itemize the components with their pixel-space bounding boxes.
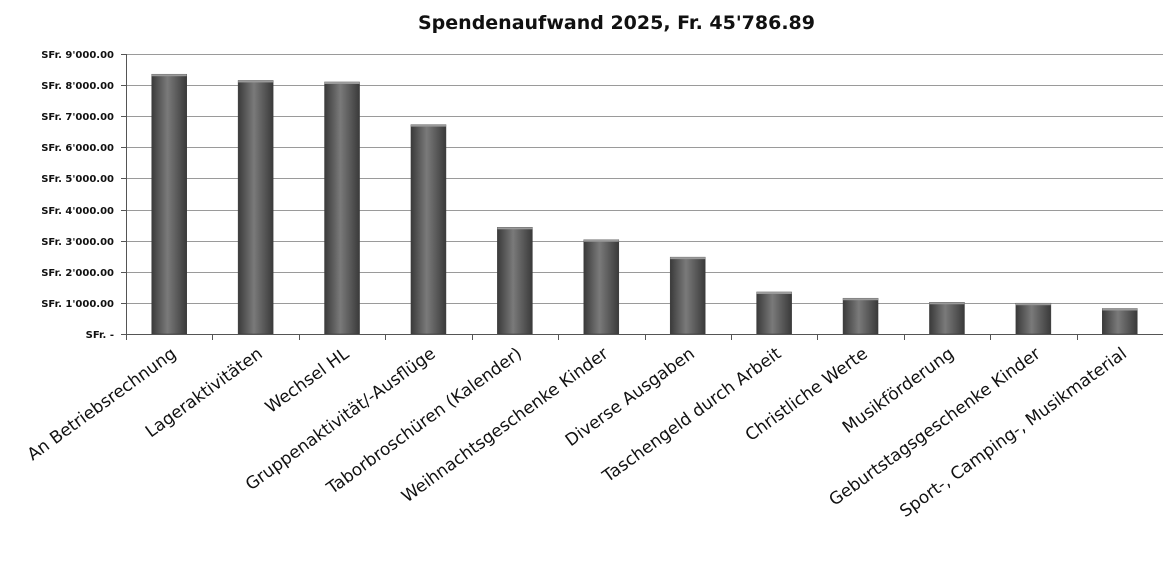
gridlines [121, 54, 1163, 335]
bar-top-highlight [238, 80, 274, 83]
bar-top-highlight [583, 239, 619, 242]
y-tick-label: SFr. 7'000.00 [41, 112, 114, 123]
bar-top-highlight [497, 227, 533, 230]
bar-top-highlight [756, 292, 792, 294]
bar-top-highlight [151, 74, 187, 77]
bar-top-highlight [1102, 308, 1138, 311]
y-tick-label: SFr. 3'000.00 [41, 237, 114, 248]
y-tick-label: SFr. - [86, 330, 114, 341]
bar [151, 73, 187, 335]
y-tick-label: SFr. 2'000.00 [41, 268, 114, 279]
y-axis-tick-labels: SFr. - SFr. 1'000.00 SFr. 2'000.00 SFr. 3'0… [41, 50, 114, 341]
bar [583, 239, 620, 335]
x-axis-category-labels: An BetriebsrechnungLageraktivitätenWechs… [24, 344, 1131, 522]
y-tick-label: SFr. 5'000.00 [41, 174, 114, 185]
y-tick-label: SFr. 8'000.00 [41, 81, 114, 92]
bar-top-highlight [1015, 303, 1051, 306]
bar-top-highlight [324, 82, 360, 84]
bar-top-highlight [670, 257, 706, 260]
bar [842, 297, 879, 335]
bar [497, 227, 533, 335]
chart-title: Spendenaufwand 2025, Fr. 45'786.89 [418, 12, 815, 34]
bar [669, 256, 706, 335]
bar [756, 291, 792, 335]
bar-top-highlight [843, 298, 879, 301]
y-tick-label: SFr. 9'000.00 [41, 50, 114, 61]
x-category-label: Taschengeld durch Arbeit [598, 344, 785, 488]
bar [237, 80, 274, 335]
x-category-label: An Betriebsrechnung [24, 344, 180, 465]
y-tick-label: SFr. 4'000.00 [41, 206, 114, 217]
bar-top-highlight [929, 302, 965, 305]
bar-top-highlight [410, 124, 446, 127]
y-tick-label: SFr. 1'000.00 [41, 299, 114, 310]
bar [410, 124, 447, 335]
bar [324, 81, 360, 335]
bar [1102, 308, 1138, 335]
y-tick-label: SFr. 6'000.00 [41, 143, 114, 154]
x-axis [126, 54, 1163, 340]
bars [151, 73, 1138, 335]
bar [1015, 302, 1052, 335]
bar [929, 302, 965, 335]
